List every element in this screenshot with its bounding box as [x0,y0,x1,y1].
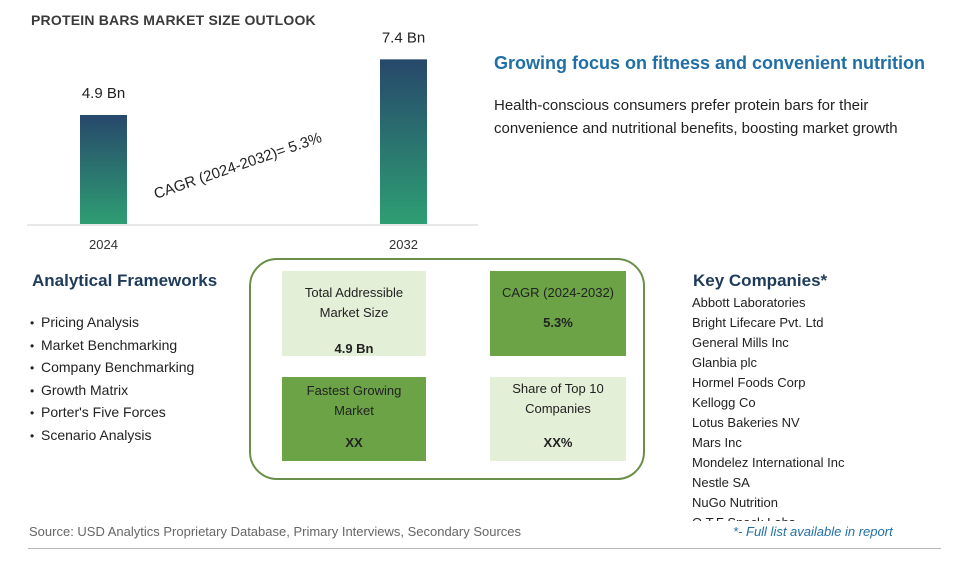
list-item: Glanbia plc [692,355,758,370]
highlight-description: Health-conscious consumers prefer protei… [494,97,898,137]
list-item: Q.T.F Snack Labs [692,513,942,521]
list-item: Lotus Bakeries NV [692,415,800,430]
list-item: • Scenario Analysis [30,425,194,448]
kpi-card-frame [249,258,645,480]
list-item: NuGo Nutrition [692,495,778,510]
companies-heading: Key Companies* [693,271,828,290]
bullet-icon: • [30,316,35,330]
list-item: • Pricing Analysis [30,312,194,335]
list-item: Abbott Laboratories [692,295,806,310]
list-item: Hormel Foods Corp [692,375,806,390]
kpi-card-label: Share of Top 10 Companies [512,381,604,416]
frameworks-list: • Pricing Analysis • Market Benchmarking •… [30,312,194,448]
list-item: • Porter's Five Forces [30,402,194,425]
kpi-card-label: Fastest Growing Market [306,383,402,418]
bar-value-label: 7.4 Bn [382,29,425,46]
kpi-card-label: Total Addressible Market Size [304,285,404,320]
source-note: Source: USD Analytics Proprietary Databa… [29,524,522,539]
x-tick-label: 2024 [89,237,118,252]
footer-divider [28,548,941,549]
bar-2032 [380,59,427,224]
kpi-card-tam: Total Addressible Market Size 4.9 Bn [282,271,426,356]
kpi-card-value: 4.9 Bn [334,341,374,356]
list-item: Kellogg Co [692,395,756,410]
kpi-card-cagr: CAGR (2024-2032) 5.3% [490,271,626,356]
bullet-icon: • [30,338,35,353]
full-list-footnote: *- Full list available in report [733,524,893,539]
bar-value-label: 4.9 Bn [82,85,125,102]
list-item: • Growth Matrix [30,380,194,403]
list-item: Mondelez International Inc [692,455,845,470]
bullet-icon: • [30,361,35,376]
kpi-card-value: XX% [543,435,573,450]
bullet-icon: • [30,406,35,421]
bullet-icon: • [30,383,35,398]
companies-list: Abbott Laboratories Bright Lifecare Pvt.… [692,293,942,521]
kpi-card-value: 5.3% [543,315,573,330]
cagr-annotation: CAGR (2024-2032)= 5.3% [152,129,324,202]
kpi-card-value: XX [345,435,363,450]
x-tick-label: 2032 [389,237,418,252]
page-title: PROTEIN BARS MARKET SIZE OUTLOOK [31,12,316,28]
bullet-icon: • [30,428,35,443]
list-item: Mars Inc [692,435,742,450]
market-size-bar-chart: 4.9 Bn 2024 7.4 Bn 2032 CAGR (2024-2032)= 5… [27,29,478,252]
frameworks-heading: Analytical Frameworks [32,271,218,290]
highlight-headline: Growing focus on fitness and convenient … [494,53,926,73]
kpi-card-label: CAGR (2024-2032) [502,285,614,300]
list-item: • Company Benchmarking [30,357,194,380]
list-item: Nestle SA [692,475,750,490]
kpi-card-top10-share: Share of Top 10 Companies XX% [490,377,626,461]
list-item: General Mills Inc [692,335,789,350]
kpi-card-fastest-market: Fastest Growing Market XX [282,377,426,461]
bar-2024 [80,114,127,224]
list-item: Bright Lifecare Pvt. Ltd [692,315,824,330]
list-item: • Market Benchmarking [30,335,194,358]
